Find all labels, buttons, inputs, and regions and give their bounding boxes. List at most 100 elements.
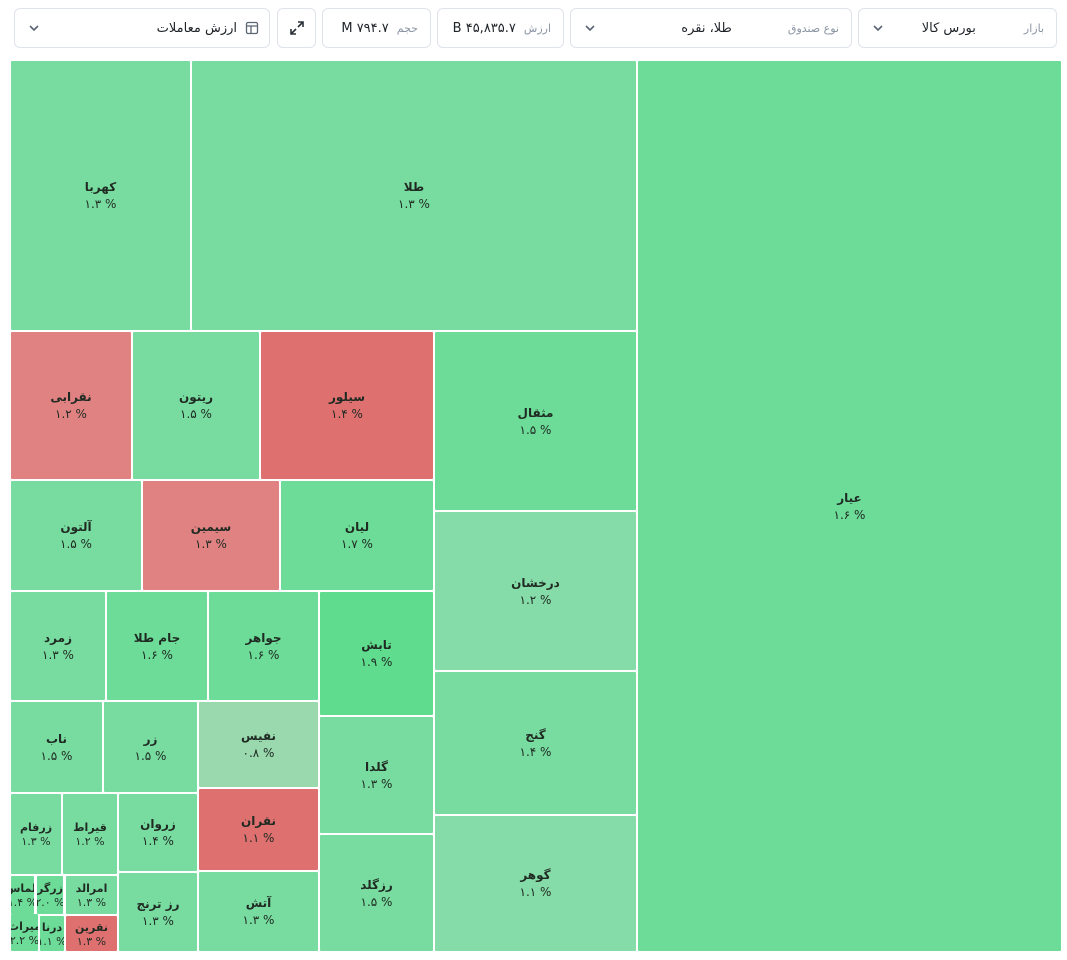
tile-change-percent: ۱.۳ % (84, 197, 117, 211)
tile-change-percent: ۱.۵ % (360, 894, 393, 909)
tile-change-percent: ۱.۳ % (21, 835, 51, 848)
treemap-tile[interactable]: ریتون ۱.۵ % (133, 332, 259, 479)
treemap-tile[interactable]: کهربا ۱.۳ % (11, 61, 190, 330)
treemap-tile[interactable]: رز ترنج ۱.۳ % (119, 873, 197, 951)
tile-name: زمرد (44, 630, 72, 645)
treemap-tile[interactable]: نفیس ۰.۸ % (199, 702, 318, 787)
tile-name: سیمین (190, 520, 232, 534)
treemap-tile[interactable]: الماس۱.۴ % (11, 876, 34, 914)
fund-type-select[interactable]: نوع صندوق طلا، نقره (570, 8, 852, 48)
tile-change-percent: ۱.۳ % (195, 537, 227, 551)
treemap-tile[interactable]: امرالد ۱.۳ % (66, 876, 117, 914)
treemap-tile[interactable]: زروان ۱.۴ % (119, 794, 197, 871)
treemap-tile[interactable]: سیلور ۱.۴ % (261, 332, 433, 479)
tile-change-percent: ۱.۶ % (833, 507, 866, 522)
tile-change-percent: ۱.۳ % (398, 197, 430, 211)
tile-name: لیان (344, 520, 370, 534)
treemap-tile[interactable]: آتش ۱.۳ % (199, 872, 318, 951)
chevron-down-icon (585, 25, 595, 32)
expand-icon (289, 21, 304, 35)
tile-name: قیراط (73, 821, 107, 834)
tile-name: نقرین (75, 920, 108, 934)
chevron-down-icon (29, 25, 39, 32)
treemap-tile[interactable]: مثقال ۱.۵ % (435, 332, 636, 510)
tile-name: گنج (525, 727, 546, 742)
tile-change-percent: ۱.۲ % (519, 592, 552, 607)
treemap-tile[interactable]: سیمین ۱.۳ % (143, 481, 279, 590)
treemap-tile[interactable]: تابش ۱.۹ % (320, 592, 433, 715)
treemap-tile[interactable]: رزگلد ۱.۵ % (320, 835, 433, 951)
tile-change-percent: ۱.۶ % (247, 647, 280, 662)
tile-change-percent: ۱.۴ % (519, 744, 552, 759)
tile-change-percent: ۱.۶ % (141, 647, 173, 662)
tile-name: آلتون (60, 520, 92, 534)
tile-name: امرالد (75, 882, 108, 895)
treemap-tile[interactable]: نقران ۱.۱ % (199, 789, 318, 870)
fund-type-label: نوع صندوق (787, 21, 839, 35)
tile-name: نقرابی (50, 390, 92, 404)
tile-name: عیار (837, 490, 862, 505)
tile-name: جواهر (245, 630, 282, 645)
tile-name: گلدا (365, 759, 388, 774)
treemap-tile[interactable]: درخشان ۱.۲ % (435, 512, 636, 670)
treemap-tile[interactable]: زرفام ۱.۳ % (11, 794, 61, 874)
treemap-tile[interactable]: لیان ۱.۷ % (281, 481, 433, 590)
market-select[interactable]: بازار بورس کالا (858, 8, 1057, 48)
treemap-tile[interactable]: ناب ۱.۵ % (11, 702, 102, 792)
treemap-tile[interactable]: گوهر ۱.۱ % (435, 816, 636, 951)
fullscreen-button[interactable] (277, 8, 316, 48)
tile-change-percent: ۱.۷ % (341, 537, 373, 551)
metric-select[interactable]: ارزش معاملات (14, 8, 270, 48)
tile-name: طلا (403, 180, 425, 194)
treemap-tile[interactable]: نقرابی ۱.۲ % (11, 332, 131, 479)
treemap-tile[interactable]: عیار ۱.۶ % (638, 61, 1061, 951)
treemap-tile[interactable]: نقرین ۱.۳ % (66, 916, 117, 951)
treemap-tile[interactable]: جواهر ۱.۶ % (209, 592, 318, 700)
tile-name: کهربا (84, 180, 117, 194)
treemap-tile[interactable]: طلا ۱.۳ % (192, 61, 636, 330)
metric-value: ارزش معاملات (156, 20, 237, 36)
tile-name: ریتون (178, 390, 214, 404)
treemap-tile[interactable]: زمرد ۱.۳ % (11, 592, 105, 700)
tile-change-percent: ۱.۲ % (75, 835, 105, 848)
tile-change-percent: ۱.۱ % (242, 831, 275, 845)
value-label: ارزش (523, 21, 551, 35)
tile-name: الماس (11, 882, 34, 895)
value-stat: ارزش ۴۵,۸۳۵.۷ B (437, 8, 564, 48)
chevron-down-icon (873, 25, 883, 32)
tile-name: آتش (245, 896, 272, 910)
tile-name: زرگر (37, 882, 63, 895)
tile-name: نقران (241, 814, 276, 828)
tile-change-percent: ۱.۳ % (360, 776, 393, 791)
volume-label: حجم (396, 21, 418, 35)
tile-change-percent: ۲.۲ % (11, 933, 38, 947)
treemap-tile[interactable]: قیراط ۱.۲ % (63, 794, 117, 874)
tile-name: زرفام (19, 821, 53, 834)
market-label: بازار (1023, 21, 1044, 35)
volume-amount: ۷۹۴.۷ M (341, 20, 389, 36)
tile-name: درنا (41, 920, 63, 934)
tile-name: مثقال (517, 405, 554, 420)
tile-change-percent: ۱.۵ % (134, 748, 167, 763)
tile-name: رزگلد (360, 877, 393, 892)
tile-change-percent: ۱.۳ % (76, 934, 107, 948)
treemap-tile[interactable]: زر ۱.۵ % (104, 702, 197, 792)
tile-change-percent: ۱.۴ % (142, 834, 174, 848)
treemap-tile[interactable]: گلدا ۱.۳ % (320, 717, 433, 833)
treemap-tile[interactable]: آلتون ۱.۵ % (11, 481, 141, 590)
tile-change-percent: ۱.۴ % (11, 896, 34, 909)
tile-change-percent: ۱.۲ % (55, 407, 87, 421)
tile-name: نفیس (240, 729, 276, 743)
treemap-tile[interactable]: گنج ۱.۴ % (435, 672, 636, 814)
tile-change-percent: ۱.۵ % (180, 407, 212, 421)
tile-name: سیلور (328, 390, 366, 404)
market-value: بورس کالا (921, 20, 976, 36)
treemap-tile[interactable]: میراث۲.۲ % (11, 914, 38, 951)
tile-change-percent: ۱.۵ % (519, 422, 552, 437)
value-amount: ۴۵,۸۳۵.۷ B (452, 20, 516, 36)
tile-name: درخشان (511, 575, 560, 590)
tile-name: رز ترنج (136, 896, 180, 911)
treemap-tile[interactable]: جام طلا ۱.۶ % (107, 592, 207, 700)
